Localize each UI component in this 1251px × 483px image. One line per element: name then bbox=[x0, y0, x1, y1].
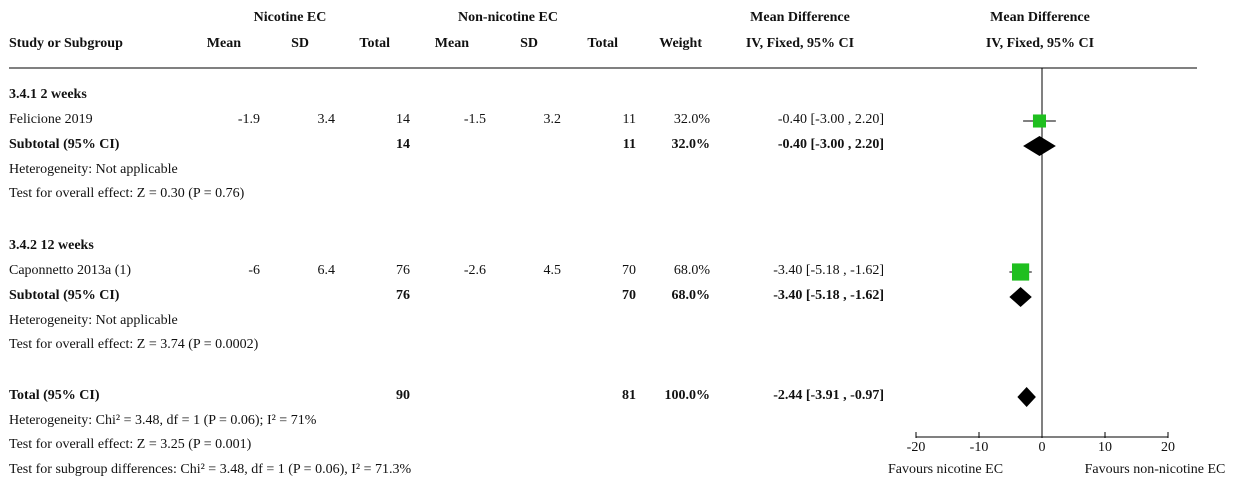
subtotal-total2: 11 bbox=[622, 137, 636, 152]
x-tick-label: 20 bbox=[1161, 440, 1175, 455]
study-weight: 68.0% bbox=[673, 263, 710, 278]
subgroup-title: 3.4.1 2 weeks bbox=[9, 87, 87, 102]
plot-header: Mean Difference bbox=[990, 10, 1090, 25]
study-mean1: -6 bbox=[248, 263, 260, 278]
study-ci: -0.40 [-3.00 , 2.20] bbox=[777, 112, 884, 127]
col-weight: Weight bbox=[659, 36, 702, 51]
study-sd2: 3.2 bbox=[543, 112, 562, 127]
subgroup-title: 3.4.2 12 weeks bbox=[9, 238, 94, 253]
heterogeneity-text: Heterogeneity: Not applicable bbox=[9, 313, 178, 328]
group2-header: Non-nicotine EC bbox=[458, 10, 558, 25]
subtotal-total1: 14 bbox=[396, 137, 410, 152]
total-ci: -2.44 [-3.91 , -0.97] bbox=[773, 388, 884, 403]
study-ci: -3.40 [-5.18 , -1.62] bbox=[773, 263, 884, 278]
x-tick-label: 10 bbox=[1098, 440, 1112, 455]
study-name: Caponnetto 2013a (1) bbox=[9, 263, 132, 278]
col-mean2: Mean bbox=[434, 36, 469, 51]
study-total2: 11 bbox=[622, 112, 636, 127]
study-mean1: -1.9 bbox=[237, 112, 260, 127]
col-mean1: Mean bbox=[206, 36, 241, 51]
overall-effect-text: Test for overall effect: Z = 3.74 (P = 0… bbox=[9, 337, 259, 352]
favours-right-label: Favours non-nicotine EC bbox=[1084, 462, 1226, 477]
x-tick-label: -20 bbox=[907, 440, 926, 455]
study-total2: 70 bbox=[622, 263, 636, 278]
col-study: Study or Subgroup bbox=[9, 36, 123, 51]
x-tick-label: -10 bbox=[970, 440, 989, 455]
subtotal-label: Subtotal (95% CI) bbox=[9, 288, 120, 303]
subtotal-total2: 70 bbox=[622, 288, 636, 303]
study-total1: 76 bbox=[396, 263, 410, 278]
col-sd2: SD bbox=[520, 36, 538, 51]
favours-left-label: Favours nicotine EC bbox=[887, 462, 1004, 477]
heterogeneity-text: Heterogeneity: Not applicable bbox=[9, 162, 178, 177]
study-sd1: 3.4 bbox=[317, 112, 336, 127]
subtotal-weight: 68.0% bbox=[671, 288, 711, 303]
total-weight: 100.0% bbox=[664, 388, 711, 403]
col-sd1: SD bbox=[291, 36, 309, 51]
total-total2: 81 bbox=[622, 388, 636, 403]
col-ci: IV, Fixed, 95% CI bbox=[745, 36, 855, 51]
study-marker bbox=[1032, 114, 1047, 128]
col-total2: Total bbox=[587, 36, 618, 51]
subtotal-weight: 32.0% bbox=[671, 137, 711, 152]
subtotal-ci: -0.40 [-3.00 , 2.20] bbox=[777, 137, 884, 152]
study-total1: 14 bbox=[396, 112, 410, 127]
subtotal-ci: -3.40 [-5.18 , -1.62] bbox=[773, 288, 884, 303]
study-marker bbox=[1011, 263, 1030, 281]
x-tick-label: 0 bbox=[1039, 440, 1046, 455]
col-total1: Total bbox=[359, 36, 390, 51]
study-sd1: 6.4 bbox=[317, 263, 336, 278]
total-overall-effect: Test for overall effect: Z = 3.25 (P = 0… bbox=[9, 437, 252, 452]
subtotal-total1: 76 bbox=[396, 288, 410, 303]
study-weight: 32.0% bbox=[673, 112, 710, 127]
md-header: Mean Difference bbox=[750, 10, 850, 25]
subgroup-differences: Test for subgroup differences: Chi² = 3.… bbox=[9, 462, 412, 477]
overall-effect-text: Test for overall effect: Z = 0.30 (P = 0… bbox=[9, 186, 245, 201]
total-heterogeneity: Heterogeneity: Chi² = 3.48, df = 1 (P = … bbox=[9, 413, 317, 428]
total-label: Total (95% CI) bbox=[9, 388, 100, 403]
study-sd2: 4.5 bbox=[543, 263, 562, 278]
subtotal-label: Subtotal (95% CI) bbox=[9, 137, 120, 152]
plot-subtitle: IV, Fixed, 95% CI bbox=[985, 36, 1095, 51]
total-total1: 90 bbox=[396, 388, 410, 403]
summary-diamond bbox=[1009, 287, 1032, 307]
study-name: Felicione 2019 bbox=[9, 112, 93, 127]
summary-diamond bbox=[1017, 387, 1036, 407]
group1-header: Nicotine EC bbox=[253, 10, 327, 25]
study-mean2: -2.6 bbox=[463, 263, 486, 278]
summary-diamond bbox=[1023, 136, 1056, 156]
study-mean2: -1.5 bbox=[463, 112, 486, 127]
